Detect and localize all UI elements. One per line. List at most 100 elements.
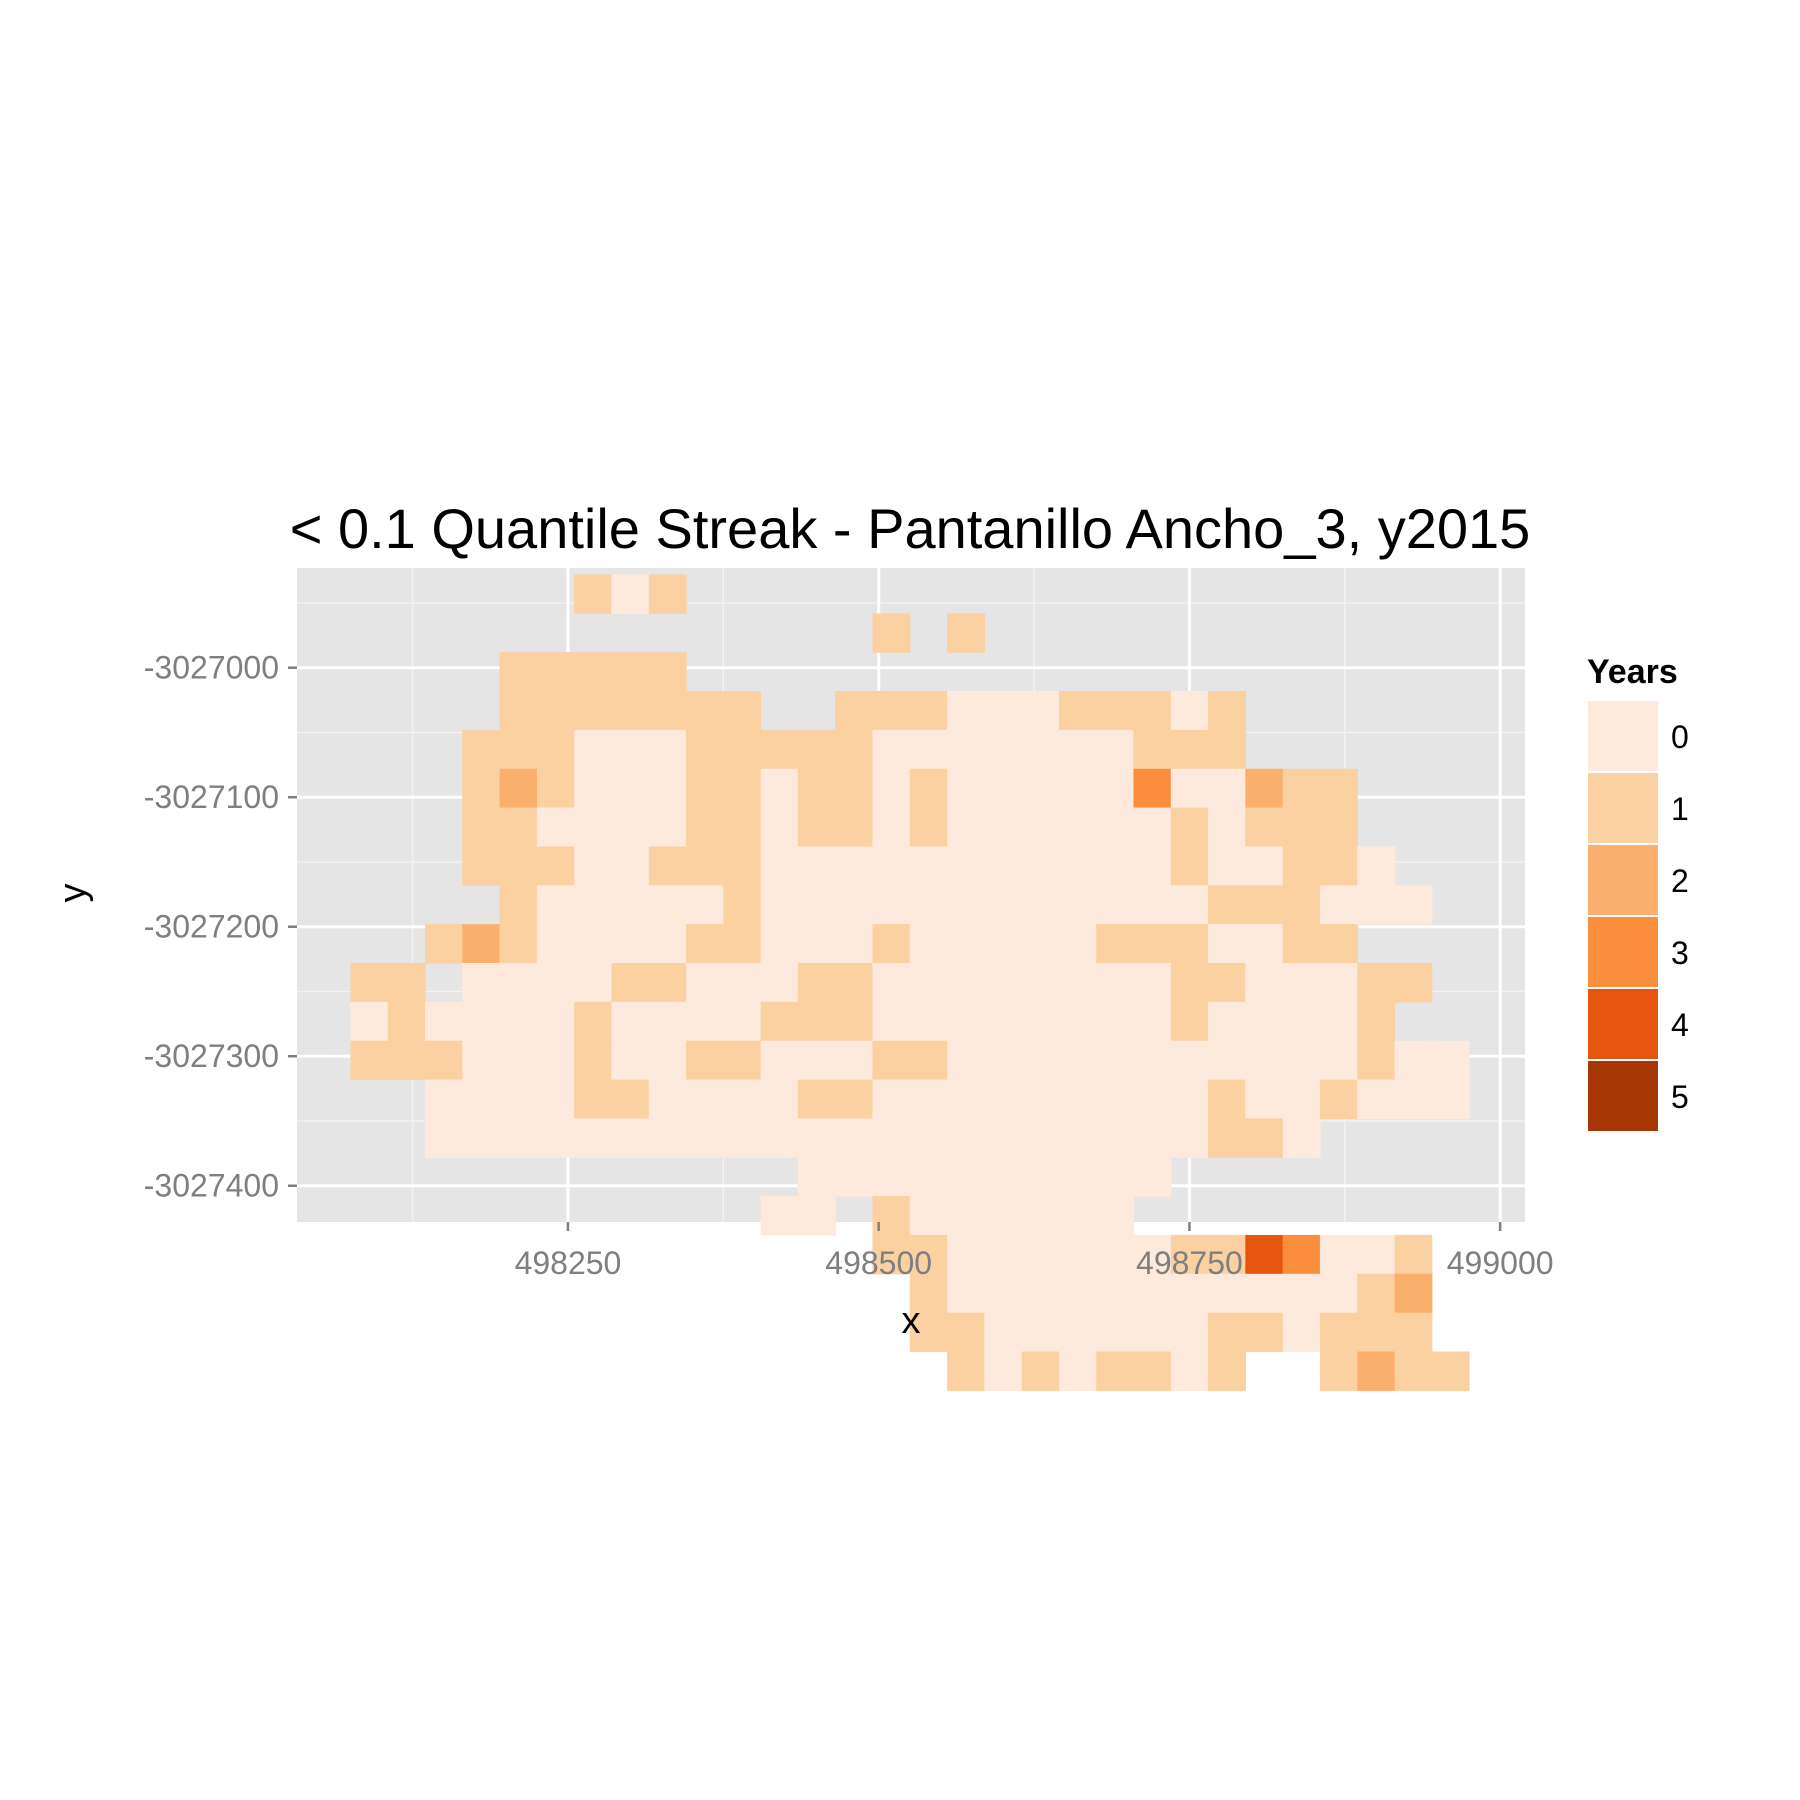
heatmap-cell bbox=[1319, 924, 1358, 964]
heatmap-cell bbox=[947, 1118, 985, 1158]
heatmap-cell bbox=[760, 1001, 799, 1042]
heatmap-cell bbox=[909, 729, 948, 770]
heatmap-cell bbox=[499, 729, 538, 770]
heatmap-cell bbox=[1319, 1001, 1358, 1042]
heatmap-cell bbox=[648, 807, 687, 848]
heatmap-cell bbox=[1245, 846, 1284, 886]
heatmap-cell bbox=[1208, 924, 1246, 964]
heatmap-cell bbox=[984, 729, 1023, 770]
heatmap-cell bbox=[760, 768, 799, 809]
heatmap-cell bbox=[1096, 846, 1135, 886]
heatmap-cell bbox=[1021, 768, 1060, 809]
heatmap-cell bbox=[760, 1118, 799, 1158]
heatmap-cell bbox=[1058, 691, 1097, 731]
heatmap-cell bbox=[1021, 1312, 1060, 1353]
heatmap-cell bbox=[1133, 1001, 1172, 1042]
heatmap-cell bbox=[947, 885, 985, 925]
heatmap-cell bbox=[611, 652, 650, 692]
heatmap-cell bbox=[984, 691, 1023, 731]
heatmap-cell bbox=[723, 1079, 762, 1119]
heatmap-cell bbox=[686, 729, 724, 770]
heatmap-cell bbox=[536, 1118, 575, 1158]
heatmap-cell bbox=[1245, 1312, 1284, 1353]
legend-key-swatch bbox=[1586, 699, 1660, 773]
heatmap-cell bbox=[611, 1001, 650, 1042]
heatmap-cell bbox=[1357, 1001, 1396, 1042]
heatmap-cell bbox=[947, 729, 985, 770]
heatmap-cell bbox=[1096, 1157, 1135, 1197]
heatmap-cell bbox=[1170, 885, 1209, 925]
heatmap-cell bbox=[1394, 1079, 1433, 1119]
heatmap-cell bbox=[1096, 1351, 1135, 1391]
heatmap-cell bbox=[1096, 1196, 1135, 1236]
heatmap-cell bbox=[835, 1157, 874, 1197]
heatmap-cell bbox=[909, 807, 948, 848]
heatmap-cell bbox=[536, 846, 575, 886]
heatmap-cell bbox=[648, 846, 687, 886]
heatmap-cell bbox=[1096, 1079, 1135, 1119]
heatmap-cell bbox=[1357, 1312, 1396, 1353]
heatmap-cell bbox=[686, 885, 724, 925]
heatmap-cell bbox=[984, 768, 1023, 809]
heatmap-cell bbox=[462, 962, 501, 1003]
y-tick-label: -3027100 bbox=[144, 779, 279, 815]
heatmap-cell bbox=[835, 1040, 874, 1081]
chart-title: < 0.1 Quantile Streak - Pantanillo Ancho… bbox=[290, 497, 1531, 560]
heatmap-cell bbox=[1021, 807, 1060, 848]
heatmap-cell bbox=[1058, 1040, 1097, 1081]
heatmap-cell bbox=[947, 1234, 985, 1275]
heatmap-cell bbox=[686, 807, 724, 848]
heatmap-cell bbox=[872, 1040, 911, 1081]
heatmap-cell bbox=[648, 691, 687, 731]
heatmap-cell bbox=[909, 1079, 948, 1119]
heatmap-cell bbox=[1245, 962, 1284, 1003]
heatmap-cell bbox=[536, 962, 575, 1003]
heatmap-cell bbox=[909, 846, 948, 886]
legend-keys: 0 1 2 3 4 5 bbox=[1586, 699, 1689, 1133]
heatmap-cell bbox=[536, 691, 575, 731]
heatmap-cell bbox=[797, 924, 836, 964]
heatmap-cell bbox=[387, 1001, 426, 1042]
heatmap-cell bbox=[536, 768, 575, 809]
heatmap-cell bbox=[462, 924, 501, 964]
heatmap-cell bbox=[611, 807, 650, 848]
heatmap-cell bbox=[984, 1040, 1023, 1081]
heatmap-cell bbox=[1058, 1273, 1097, 1314]
heatmap-cell bbox=[984, 807, 1023, 848]
heatmap-cell bbox=[872, 691, 911, 731]
heatmap-cell bbox=[499, 1040, 538, 1081]
heatmap-cell bbox=[1096, 1040, 1135, 1081]
heatmap-cell bbox=[984, 1196, 1023, 1236]
heatmap-cell bbox=[574, 1118, 613, 1158]
heatmap-cell bbox=[1245, 885, 1284, 925]
heatmap-cell bbox=[648, 1079, 687, 1119]
heatmap-cell bbox=[1096, 1118, 1135, 1158]
heatmap-cell bbox=[797, 807, 836, 848]
heatmap-cell bbox=[536, 1001, 575, 1042]
heatmap-cell bbox=[648, 962, 687, 1003]
heatmap-cell bbox=[574, 1040, 613, 1081]
heatmap-cell bbox=[611, 846, 650, 886]
heatmap-cell bbox=[686, 846, 724, 886]
heatmap-cell bbox=[1133, 691, 1172, 731]
heatmap-cell bbox=[723, 807, 762, 848]
heatmap-cell bbox=[984, 924, 1023, 964]
heatmap-cell bbox=[1208, 1118, 1246, 1158]
heatmap-cell bbox=[1431, 1079, 1470, 1119]
heatmap-cell bbox=[872, 1157, 911, 1197]
x-tick-label: 498250 bbox=[515, 1245, 622, 1281]
heatmap-cell bbox=[611, 1040, 650, 1081]
heatmap-cell bbox=[1394, 962, 1433, 1003]
heatmap-cell bbox=[536, 1040, 575, 1081]
heatmap-cell bbox=[947, 1001, 985, 1042]
heatmap-cell bbox=[984, 962, 1023, 1003]
heatmap-cell bbox=[1282, 885, 1321, 925]
heatmap-cell bbox=[462, 807, 501, 848]
heatmap-cell bbox=[1394, 1040, 1433, 1081]
legend-key-swatch bbox=[1586, 915, 1660, 989]
heatmap-cell bbox=[947, 924, 985, 964]
heatmap-cell bbox=[1245, 924, 1284, 964]
x-axis-title: x bbox=[902, 1300, 921, 1342]
heatmap-cell bbox=[723, 1001, 762, 1042]
heatmap-cell bbox=[947, 807, 985, 848]
